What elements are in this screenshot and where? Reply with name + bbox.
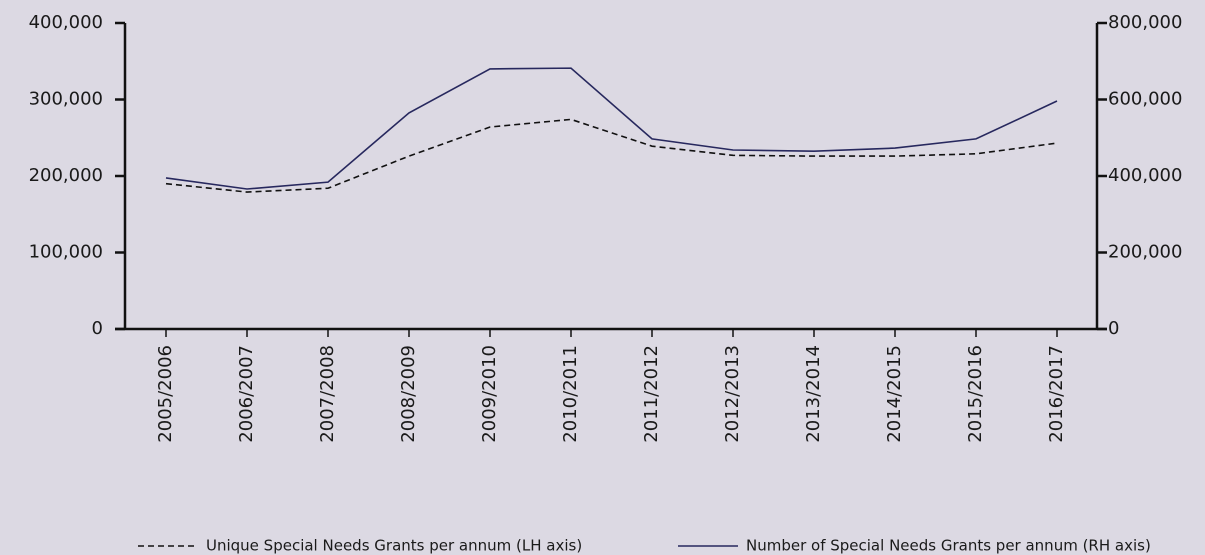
x-tick-label: 2011/2012 xyxy=(641,345,662,443)
y-tick-label: 400,000 xyxy=(29,12,103,33)
legend-label: Number of Special Needs Grants per annum… xyxy=(746,537,1151,555)
x-tick-label: 2014/2015 xyxy=(884,345,905,443)
series-line xyxy=(165,67,1058,190)
x-tick-label: 2005/2006 xyxy=(155,345,176,443)
y-tick-label: 100,000 xyxy=(29,242,103,263)
x-tick-label: 2009/2010 xyxy=(479,345,500,443)
y-tick-label: 200,000 xyxy=(29,165,103,186)
x-tick-label: 2015/2016 xyxy=(965,345,986,443)
y2-tick-label: 400,000 xyxy=(1108,165,1182,186)
x-tick-label: 2010/2011 xyxy=(560,345,581,443)
y-tick-label: 0 xyxy=(92,318,103,339)
y2-tick-label: 800,000 xyxy=(1108,12,1182,33)
series-line xyxy=(165,118,1058,193)
x-tick-label: 2008/2009 xyxy=(398,345,419,443)
y2-tick-label: 200,000 xyxy=(1108,242,1182,263)
x-tick-label: 2016/2017 xyxy=(1046,345,1067,443)
y-tick-label: 300,000 xyxy=(29,89,103,110)
legend-label: Unique Special Needs Grants per annum (L… xyxy=(206,537,582,555)
x-tick-label: 2006/2007 xyxy=(236,345,257,443)
x-tick-label: 2013/2014 xyxy=(803,345,824,443)
x-tick-label: 2007/2008 xyxy=(317,345,338,443)
x-tick-label: 2012/2013 xyxy=(722,345,743,443)
y2-tick-label: 600,000 xyxy=(1108,89,1182,110)
y2-tick-label: 0 xyxy=(1108,318,1119,339)
